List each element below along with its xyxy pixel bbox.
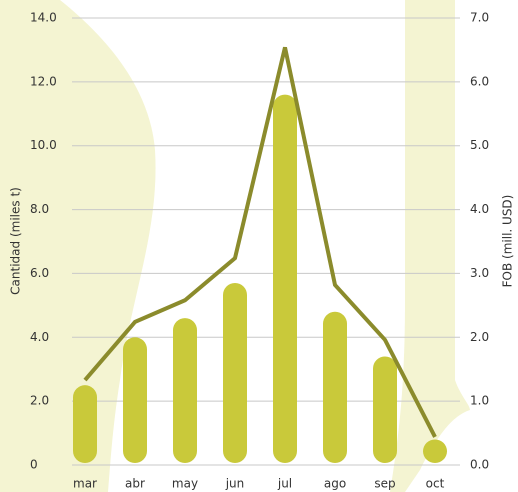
bar: [423, 439, 447, 463]
bar: [123, 337, 147, 463]
bar: [73, 385, 97, 463]
x-tick-label: jul: [277, 477, 292, 491]
y2-tick-label: 0.0: [470, 458, 489, 472]
y2-tick-label: 7.0: [470, 11, 489, 25]
y-tick-label: 8.0: [30, 202, 49, 216]
y-tick-label: 2.0: [30, 394, 49, 408]
y2-tick-label: 3.0: [470, 266, 489, 280]
y2-tick-label: 2.0: [470, 330, 489, 344]
bar: [273, 94, 297, 463]
y-tick-label: 4.0: [30, 330, 49, 344]
x-tick-label: jun: [225, 477, 245, 491]
bar: [223, 283, 247, 463]
y2-tick-label: 4.0: [470, 202, 489, 216]
y-tick-label: 14.0: [30, 11, 57, 25]
y-tick-label: 0: [30, 458, 38, 472]
bar: [373, 356, 397, 463]
x-tick-label: ago: [324, 477, 346, 491]
background-blob: [390, 0, 470, 492]
x-tick-label: mar: [73, 477, 97, 491]
y2-tick-label: 5.0: [470, 138, 489, 152]
y-tick-label: 6.0: [30, 266, 49, 280]
bar: [173, 318, 197, 463]
y-axis-label: Cantidad (miles t): [9, 187, 23, 295]
y-tick-label: 12.0: [30, 74, 57, 88]
background-blob: [0, 0, 156, 492]
x-tick-label: may: [172, 477, 198, 491]
y2-tick-label: 1.0: [470, 394, 489, 408]
x-tick-label: sep: [374, 477, 395, 491]
x-tick-label: abr: [125, 477, 145, 491]
y2-tick-label: 6.0: [470, 74, 489, 88]
line: [83, 46, 437, 438]
x-tick-label: oct: [426, 477, 445, 491]
y-tick-label: 10.0: [30, 138, 57, 152]
bar: [323, 311, 347, 463]
y2-axis-label: FOB (mill. USD): [501, 195, 515, 288]
